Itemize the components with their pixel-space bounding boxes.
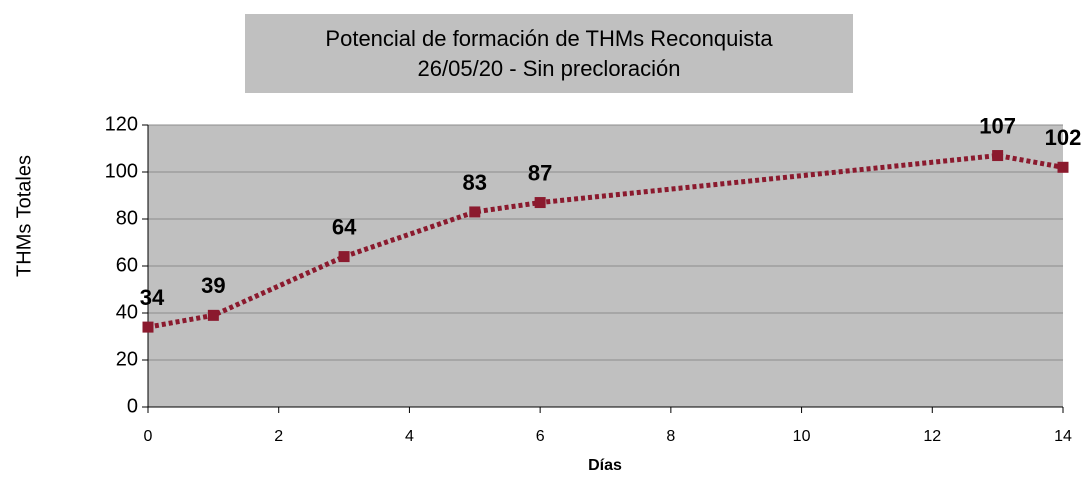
y-tick-label: 80 [116, 207, 138, 229]
marker [207, 309, 219, 321]
title-box [245, 14, 853, 93]
x-tick-label: 8 [666, 428, 675, 445]
x-tick-label: 4 [405, 428, 414, 445]
y-tick-label: 20 [116, 348, 138, 370]
marker [1057, 161, 1069, 173]
marker [142, 321, 154, 333]
chart-subtitle: 26/05/20 - Sin precloración [418, 56, 681, 81]
data-label: 87 [528, 160, 552, 185]
marker [338, 251, 350, 263]
x-tick-label: 14 [1054, 428, 1072, 445]
x-tick-label: 12 [923, 428, 941, 445]
y-tick-label: 120 [105, 113, 138, 135]
marker [469, 206, 481, 218]
x-tick-label: 0 [144, 428, 153, 445]
y-axis-label: THMs Totales [13, 155, 35, 277]
marker [534, 197, 546, 209]
chart-title: Potencial de formación de THMs Reconquis… [325, 26, 773, 51]
x-tick-label: 6 [536, 428, 545, 445]
data-label: 34 [140, 285, 165, 310]
y-tick-label: 40 [116, 301, 138, 323]
data-label: 64 [332, 214, 357, 239]
x-axis-label: Días [588, 457, 622, 474]
data-label: 107 [979, 113, 1016, 138]
data-label: 39 [201, 273, 225, 298]
marker [992, 150, 1004, 162]
y-tick-label: 60 [116, 254, 138, 276]
x-tick-label: 10 [793, 428, 811, 445]
data-label: 83 [463, 170, 487, 195]
data-label: 102 [1045, 125, 1082, 150]
x-tick-label: 2 [274, 428, 283, 445]
y-tick-label: 100 [105, 160, 138, 182]
y-tick-label: 0 [127, 395, 138, 417]
